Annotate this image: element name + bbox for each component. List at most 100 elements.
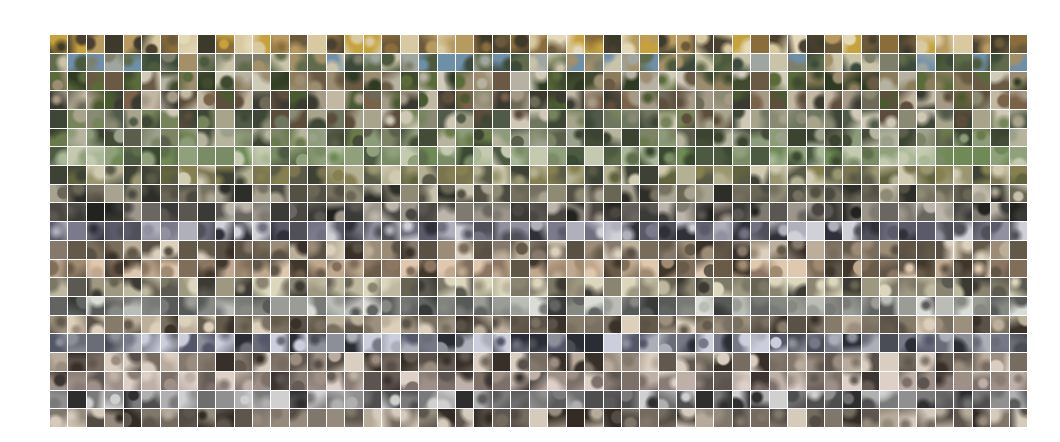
photo-tile	[622, 278, 640, 296]
photo-tile	[197, 240, 216, 259]
photo-tile	[529, 184, 548, 203]
photo-tile	[788, 409, 806, 427]
photo-tile	[105, 259, 123, 278]
photo-tile	[216, 35, 234, 53]
photo-tile	[677, 109, 695, 128]
photo-tile	[179, 109, 197, 128]
photo-tile	[935, 334, 954, 353]
photo-tile	[68, 353, 86, 371]
photo-tile	[677, 334, 695, 353]
photo-tile	[806, 109, 825, 128]
photo-tile	[511, 278, 529, 296]
photo-tile	[751, 147, 769, 165]
photo-tile	[382, 259, 400, 278]
photo-tile	[363, 409, 382, 427]
photo-tile	[843, 109, 861, 128]
photo-tile	[935, 390, 954, 409]
photo-tile	[566, 203, 585, 222]
photo-tile	[880, 371, 898, 390]
photo-tile	[455, 240, 474, 259]
photo-tile	[345, 315, 363, 334]
photo-tile	[86, 203, 105, 222]
photo-tile	[179, 165, 197, 184]
photo-tile	[1009, 390, 1027, 409]
photo-tile	[474, 109, 492, 128]
photo-tile	[179, 315, 197, 334]
photo-tile	[861, 165, 880, 184]
photo-tile	[400, 72, 419, 91]
photo-tile	[474, 203, 492, 222]
photo-tile	[437, 390, 455, 409]
photo-tile	[511, 409, 529, 427]
photo-tile	[363, 53, 382, 72]
photo-tile	[806, 409, 825, 427]
photo-tile	[289, 259, 308, 278]
photo-tile	[437, 128, 455, 147]
photo-tile	[806, 203, 825, 222]
photo-tile	[677, 72, 695, 91]
photo-tile	[861, 203, 880, 222]
photo-tile	[216, 371, 234, 390]
photo-tile	[566, 165, 585, 184]
photo-tile	[658, 371, 677, 390]
photo-tile	[326, 91, 345, 109]
photo-tile	[585, 353, 603, 371]
photo-tile	[179, 390, 197, 409]
photo-tile	[419, 35, 437, 53]
photo-tile	[751, 259, 769, 278]
photo-tile	[271, 203, 289, 222]
photo-tile	[566, 53, 585, 72]
photo-tile	[400, 128, 419, 147]
photo-tile	[843, 128, 861, 147]
photo-tile	[658, 147, 677, 165]
photo-tile	[68, 203, 86, 222]
photo-tile	[935, 165, 954, 184]
photo-tile	[714, 222, 732, 240]
photo-tile	[917, 91, 935, 109]
photo-tile	[972, 165, 991, 184]
photo-tile	[160, 165, 179, 184]
photo-tile	[622, 184, 640, 203]
photo-tile	[105, 128, 123, 147]
photo-tile	[234, 165, 252, 184]
photo-tile	[898, 240, 917, 259]
photo-tile	[363, 315, 382, 334]
photo-tile	[123, 109, 142, 128]
photo-tile	[991, 72, 1009, 91]
photo-tile	[658, 259, 677, 278]
photo-tile	[234, 315, 252, 334]
photo-tile	[695, 296, 714, 315]
photo-tile	[252, 203, 271, 222]
photo-tile	[548, 109, 566, 128]
photo-tile	[972, 240, 991, 259]
photo-tile	[751, 72, 769, 91]
photo-tile	[880, 315, 898, 334]
photo-tile	[603, 35, 622, 53]
photo-tile	[455, 203, 474, 222]
photo-tile	[843, 203, 861, 222]
photo-tile	[769, 371, 788, 390]
photo-tile	[363, 240, 382, 259]
photo-tile	[622, 315, 640, 334]
photo-tile	[271, 409, 289, 427]
photo-tile	[695, 184, 714, 203]
photo-tile	[991, 222, 1009, 240]
photo-tile	[216, 91, 234, 109]
photo-tile	[216, 53, 234, 72]
photo-tile	[622, 128, 640, 147]
photo-tile	[843, 315, 861, 334]
photo-tile	[640, 35, 658, 53]
photo-tile	[548, 91, 566, 109]
photo-tile	[123, 35, 142, 53]
photo-tile	[658, 91, 677, 109]
photo-tile	[326, 128, 345, 147]
photo-tile	[234, 184, 252, 203]
photo-tile	[991, 371, 1009, 390]
photo-tile	[825, 353, 843, 371]
photo-tile	[695, 353, 714, 371]
photo-tile	[308, 240, 326, 259]
photo-tile	[492, 53, 511, 72]
photo-tile	[68, 390, 86, 409]
photo-tile	[880, 353, 898, 371]
photo-tile	[308, 315, 326, 334]
